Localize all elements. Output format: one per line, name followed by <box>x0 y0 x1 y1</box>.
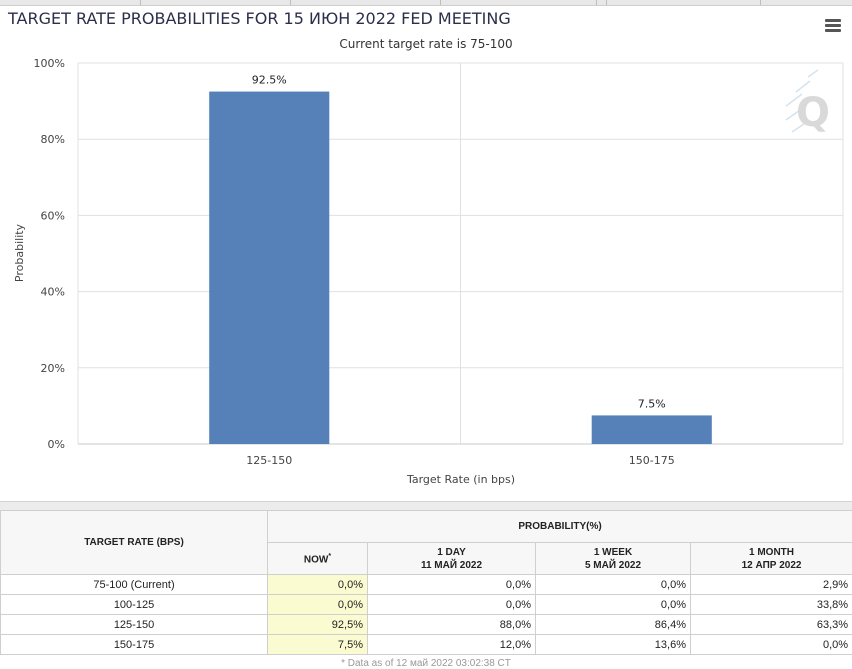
y-tick-label: 100% <box>34 57 65 70</box>
one-day-cell: 12,0% <box>368 635 536 655</box>
x-tick-label: 125-150 <box>246 454 292 467</box>
hamburger-menu-icon[interactable] <box>822 15 844 35</box>
table-row: 125-150 92,5% 88,0% 86,4% 63,3% <box>1 615 852 635</box>
data-timestamp-footnote: * Data as of 12 май 2022 03:02:38 CT <box>0 658 852 669</box>
rate-cell: 150-175 <box>1 635 268 655</box>
quikstrike-logo: Q <box>786 70 830 136</box>
one-month-cell: 33,8% <box>691 595 852 615</box>
table-row: 75-100 (Current) 0,0% 0,0% 0,0% 2,9% <box>1 575 852 595</box>
data-label: 92.5% <box>252 74 287 87</box>
probability-bar-chart: Q 0% 20% 40% 60% 80% 100% 92.5% 125-150 7.5% 150-… <box>0 50 852 490</box>
browser-tab-strip <box>0 0 852 6</box>
y-tick-label: 80% <box>41 133 65 146</box>
rate-column-header: TARGET RATE (BPS) <box>1 511 268 575</box>
x-tick-label: 150-175 <box>629 454 675 467</box>
probability-group-header: PROBABILITY(%) <box>268 511 852 543</box>
y-tick-label: 20% <box>41 362 65 375</box>
y-tick-label: 40% <box>41 286 65 299</box>
chart-subtitle: Current target rate is 75-100 <box>0 37 852 51</box>
one-month-cell: 2,9% <box>691 575 852 595</box>
now-cell: 0,0% <box>268 575 368 595</box>
y-tick-label: 60% <box>41 209 65 222</box>
probability-table: TARGET RATE (BPS) PROBABILITY(%) NOW* 1 … <box>0 510 852 655</box>
x-axis-title: Target Rate (in bps) <box>406 473 515 486</box>
data-label: 7.5% <box>638 397 666 410</box>
one-week-cell: 0,0% <box>536 575 691 595</box>
one-day-cell: 88,0% <box>368 615 536 635</box>
one-day-cell: 0,0% <box>368 575 536 595</box>
rate-cell: 75-100 (Current) <box>1 575 268 595</box>
svg-text:Q: Q <box>796 90 830 136</box>
one-week-cell: 13,6% <box>536 635 691 655</box>
rate-cell: 100-125 <box>1 595 268 615</box>
now-cell: 0,0% <box>268 595 368 615</box>
table-row: 100-125 0,0% 0,0% 0,0% 33,8% <box>1 595 852 615</box>
one-week-cell: 0,0% <box>536 595 691 615</box>
one-month-cell: 63,3% <box>691 615 852 635</box>
rate-cell: 125-150 <box>1 615 268 635</box>
now-cell: 7,5% <box>268 635 368 655</box>
y-axis-title: Probability <box>13 223 26 282</box>
bar-125-150[interactable] <box>209 92 329 444</box>
now-cell: 92,5% <box>268 615 368 635</box>
chart-title: TARGET RATE PROBABILITIES FOR 15 ИЮН 202… <box>8 9 511 28</box>
one-week-cell: 86,4% <box>536 615 691 635</box>
one-day-cell: 0,0% <box>368 595 536 615</box>
one-month-cell: 0,0% <box>691 635 852 655</box>
y-tick-label: 0% <box>48 438 65 451</box>
column-header-now: NOW* <box>268 543 368 575</box>
bar-150-175[interactable] <box>592 415 712 444</box>
table-row: 150-175 7,5% 12,0% 13,6% 0,0% <box>1 635 852 655</box>
